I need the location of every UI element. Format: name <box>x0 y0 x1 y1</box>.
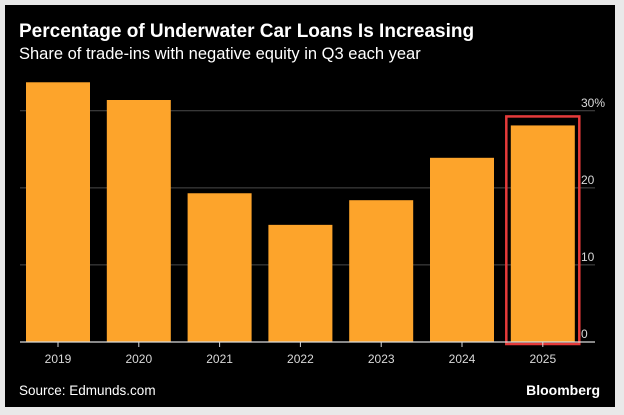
bar-2025 <box>510 125 575 342</box>
y-tick-label: 30% <box>581 96 605 110</box>
source-note: Source: Edmunds.com <box>19 383 156 398</box>
x-tick-label: 2020 <box>125 352 152 366</box>
bar-2020 <box>106 100 171 342</box>
bar-2023 <box>349 200 414 342</box>
x-tick-label: 2019 <box>45 352 72 366</box>
y-tick-label: 20 <box>581 173 595 187</box>
bar-chart: 0 10 20 30% 2019 2020 2021 2022 2023 2024 2025 <box>20 82 605 366</box>
x-tick-label: 2022 <box>287 352 314 366</box>
bar-2024 <box>430 157 494 342</box>
bar-2022 <box>268 224 333 342</box>
bar-2021 <box>187 193 252 342</box>
bar-2019 <box>26 82 90 342</box>
chart-card: Percentage of Underwater Car Loans Is In… <box>5 5 615 407</box>
bloomberg-logo: Bloomberg <box>526 382 600 398</box>
x-tick-label: 2024 <box>449 352 476 366</box>
chart-title: Percentage of Underwater Car Loans Is In… <box>19 21 475 42</box>
x-tick-label: 2021 <box>206 352 233 366</box>
chart-subtitle: Share of trade-ins with negative equity … <box>19 45 421 63</box>
x-tick-label: 2023 <box>368 352 395 366</box>
y-tick-label: 0 <box>581 327 588 341</box>
x-tick-label: 2025 <box>529 352 556 366</box>
y-tick-label: 10 <box>581 250 595 264</box>
